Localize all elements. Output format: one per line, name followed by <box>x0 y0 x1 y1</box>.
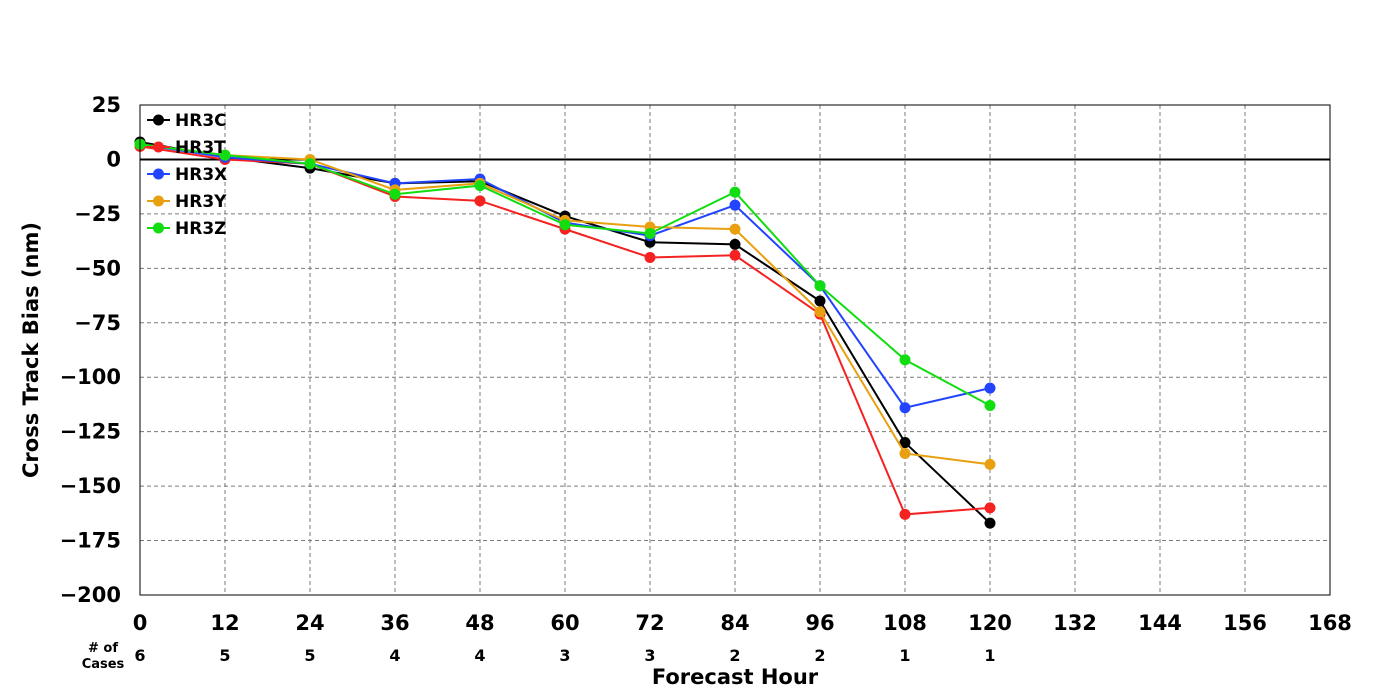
x-tick-label: 24 <box>295 611 324 635</box>
x-tick-label: 144 <box>1138 611 1182 635</box>
case-count: 1 <box>899 646 910 665</box>
data-point <box>899 508 911 520</box>
data-point <box>644 251 656 263</box>
legend-label: HR3C <box>175 111 227 131</box>
grid <box>139 104 1331 596</box>
legend-entry: HR3X <box>147 165 227 185</box>
case-count: 5 <box>219 646 230 665</box>
x-axis-label: Forecast Hour <box>652 665 819 689</box>
x-tick-label: 0 <box>133 611 148 635</box>
x-tick-label: 84 <box>720 611 749 635</box>
data-point <box>899 354 911 366</box>
case-count: 3 <box>559 646 570 665</box>
y-tick-label: 25 <box>92 93 121 117</box>
legend-entry: HR3Y <box>147 192 227 212</box>
y-tick-label: −150 <box>60 474 121 498</box>
data-point <box>899 447 911 459</box>
plot-frame <box>139 104 1331 596</box>
case-count: 4 <box>389 646 400 665</box>
cases-label-line2: Cases <box>82 657 125 672</box>
legend-swatch-marker <box>153 114 164 126</box>
data-point <box>984 517 996 529</box>
x-tick-label: 48 <box>465 611 494 635</box>
x-tick-label: 96 <box>805 611 834 635</box>
case-count: 6 <box>134 646 145 665</box>
case-count: 2 <box>729 646 740 665</box>
legend-swatch-marker <box>153 168 164 180</box>
data-point <box>729 199 741 211</box>
data-point <box>984 382 996 394</box>
data-point <box>559 219 571 231</box>
x-tick-label: 12 <box>210 611 239 635</box>
x-tick-labels: 0 12 24 36 48 60 72 84 96 108 120 132 144 156 168 <box>133 611 1352 635</box>
case-count: 2 <box>814 646 825 665</box>
y-tick-label: −100 <box>60 365 121 389</box>
data-point <box>474 180 486 192</box>
data-point <box>219 149 231 161</box>
x-tick-label: 60 <box>550 611 579 635</box>
legend-swatch-marker <box>153 195 164 207</box>
y-tick-label: −125 <box>60 420 121 444</box>
series-hr3z <box>134 138 996 412</box>
y-tick-label: −25 <box>74 202 121 226</box>
data-point <box>729 238 741 250</box>
case-count: 5 <box>304 646 315 665</box>
data-point <box>899 402 911 414</box>
data-point <box>814 280 826 292</box>
legend: HR3C HR3T HR3X HR3Y HR3Z <box>147 111 227 239</box>
case-counts: # of Cases 6 5 5 4 4 3 3 2 2 1 1 <box>82 641 996 672</box>
y-tick-label: −175 <box>60 529 121 553</box>
y-tick-label: 0 <box>106 147 121 171</box>
y-tick-labels: 25 0 −25 −50 −75 −100 −125 −150 −175 −200 <box>60 93 121 607</box>
case-count: 1 <box>984 646 995 665</box>
case-count: 3 <box>644 646 655 665</box>
cases-label-line1: # of <box>88 641 118 656</box>
y-tick-label: −75 <box>74 311 121 335</box>
y-tick-label: −200 <box>60 583 121 607</box>
data-point <box>644 227 656 239</box>
series-lines <box>134 136 996 529</box>
data-point <box>814 295 826 307</box>
x-tick-label: 132 <box>1053 611 1097 635</box>
data-point <box>474 195 486 207</box>
legend-label: HR3Y <box>175 192 227 212</box>
x-tick-label: 168 <box>1308 611 1352 635</box>
y-axis-label: Cross Track Bias (nm) <box>19 222 43 478</box>
y-tick-label: −50 <box>74 256 121 280</box>
data-point <box>389 188 401 200</box>
data-point <box>729 249 741 261</box>
x-tick-label: 36 <box>380 611 409 635</box>
data-point <box>984 458 996 470</box>
data-point <box>899 437 911 449</box>
data-point <box>984 502 996 514</box>
legend-label: HR3T <box>175 138 226 158</box>
x-tick-label: 108 <box>883 611 927 635</box>
legend-entry: HR3T <box>147 138 226 158</box>
data-point <box>984 400 996 412</box>
data-point <box>729 223 741 235</box>
data-point <box>304 158 316 170</box>
x-tick-label: 72 <box>635 611 664 635</box>
legend-entry: HR3C <box>147 111 227 131</box>
legend-label: HR3Z <box>175 219 226 239</box>
data-point <box>729 186 741 198</box>
legend-entry: HR3Z <box>147 219 226 239</box>
case-count: 4 <box>474 646 485 665</box>
data-point <box>814 306 826 318</box>
legend-label: HR3X <box>175 165 227 185</box>
legend-swatch-marker <box>153 141 164 153</box>
x-tick-label: 120 <box>968 611 1012 635</box>
x-tick-label: 156 <box>1223 611 1267 635</box>
legend-swatch-marker <box>153 222 164 234</box>
